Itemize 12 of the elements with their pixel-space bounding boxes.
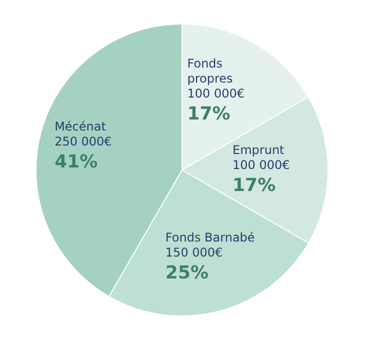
text: 17% [232,175,276,196]
data-label: 150 000€ [165,245,223,260]
slice-label: Fonds propres [187,56,233,86]
data-label: 100 000€ [187,86,245,101]
data-label: 100 000€ [232,158,290,172]
slice-label: Mécénat [54,120,106,134]
text: 25% [165,262,209,284]
data-label: 250 000€ [54,134,112,149]
slice-label: Fonds Barnabé [165,230,255,244]
text: 17% [187,104,230,125]
text: 41% [54,152,98,173]
slice-label: Emprunt [232,143,285,157]
